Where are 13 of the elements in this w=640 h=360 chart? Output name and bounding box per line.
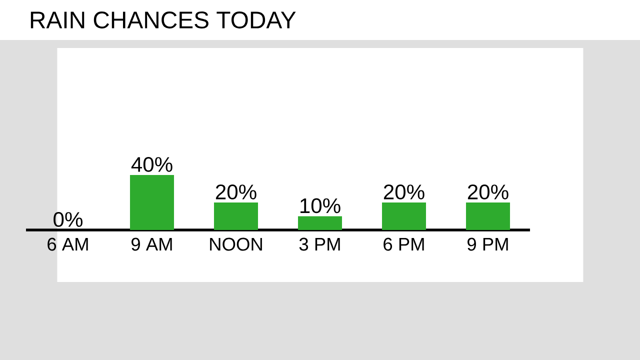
x-tick-label: 9 AM (132, 238, 172, 251)
chart-title: RAIN CHANCES TODAY (30, 12, 296, 28)
x-tick-label: 6 AM (48, 238, 88, 251)
data-label: 40% (131, 156, 172, 172)
data-label: 20% (216, 184, 256, 200)
x-tick-label: 3 PM (299, 238, 340, 251)
data-label: 0% (54, 212, 82, 227)
x-tick-label: 6 PM (384, 238, 424, 251)
data-label: 20% (468, 184, 508, 200)
x-tick-label: 9 PM (468, 238, 508, 251)
x-tick-label: NOON (210, 238, 262, 251)
data-label: 20% (384, 184, 424, 200)
data-label: 10% (300, 198, 340, 214)
